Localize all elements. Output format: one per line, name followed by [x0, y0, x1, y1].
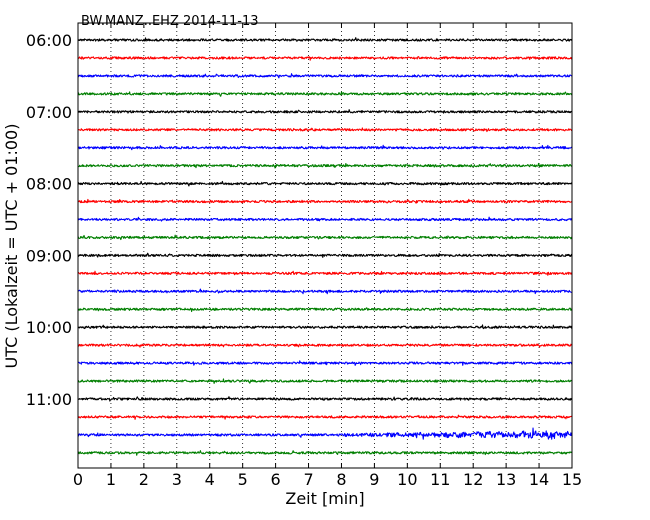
- trace-0815: [77, 198, 573, 204]
- trace-0615: [77, 56, 573, 61]
- trace-1030: [77, 360, 573, 366]
- y-tick-label: 10:00: [26, 318, 72, 337]
- trace-0730: [77, 144, 573, 151]
- trace-0900: [77, 252, 573, 258]
- trace-0645: [77, 91, 573, 97]
- y-axis-ticks: 06:00 07:00 08:00 09:00 10:00 11:00: [26, 31, 572, 409]
- x-tick-label: 8: [336, 470, 346, 489]
- chart-title: BW.MANZ..EHZ 2014-11-13: [81, 14, 259, 29]
- x-tick-label: 15: [562, 470, 582, 489]
- y-tick-label: 08:00: [26, 175, 72, 194]
- x-tick-label: 5: [238, 470, 248, 489]
- x-tick-label: 12: [463, 470, 483, 489]
- trace-0715: [77, 127, 573, 133]
- x-tick-label: 10: [397, 470, 417, 489]
- trace-1100: [77, 396, 573, 402]
- y-tick-label: 06:00: [26, 31, 72, 50]
- x-tick-label: 0: [73, 470, 83, 489]
- x-tick-label: 6: [271, 470, 281, 489]
- trace-0915: [77, 270, 573, 276]
- trace-0830: [77, 216, 573, 222]
- trace-0945: [77, 307, 573, 313]
- plot-frame: [77, 22, 573, 469]
- trace-0630: [77, 73, 573, 79]
- trace-1045: [77, 378, 573, 384]
- trace-0700: [77, 109, 573, 114]
- trace-0845: [77, 234, 573, 241]
- x-tick-label: 7: [303, 470, 313, 489]
- x-axis-label: Zeit [min]: [285, 489, 364, 508]
- y-tick-label: 11:00: [26, 390, 72, 409]
- x-tick-label: 2: [139, 470, 149, 489]
- trace-0600: [77, 37, 573, 42]
- y-tick-label: 09:00: [26, 246, 72, 265]
- trace-0800: [77, 180, 573, 187]
- x-tick-label: 11: [430, 470, 450, 489]
- trace-0745: [77, 162, 573, 169]
- trace-1115: [77, 414, 573, 420]
- x-tick-label: 9: [369, 470, 379, 489]
- x-tick-label: 4: [205, 470, 215, 489]
- trace-1130: [77, 427, 573, 440]
- y-axis-label: UTC (Lokalzeit = UTC + 01:00): [2, 124, 21, 369]
- trace-0930: [77, 288, 573, 295]
- x-tick-label: 1: [106, 470, 116, 489]
- x-axis-ticks: 0 1 2 3 4 5 6 7 8 9 10 11 12 13 14 15: [73, 23, 582, 489]
- trace-1000: [77, 324, 573, 330]
- x-tick-label: 13: [496, 470, 516, 489]
- trace-1015: [77, 343, 573, 348]
- x-tick-label: 3: [172, 470, 182, 489]
- seismogram-traces: [77, 37, 573, 456]
- x-tick-label: 14: [529, 470, 549, 489]
- y-tick-label: 07:00: [26, 103, 72, 122]
- trace-1145: [77, 450, 573, 456]
